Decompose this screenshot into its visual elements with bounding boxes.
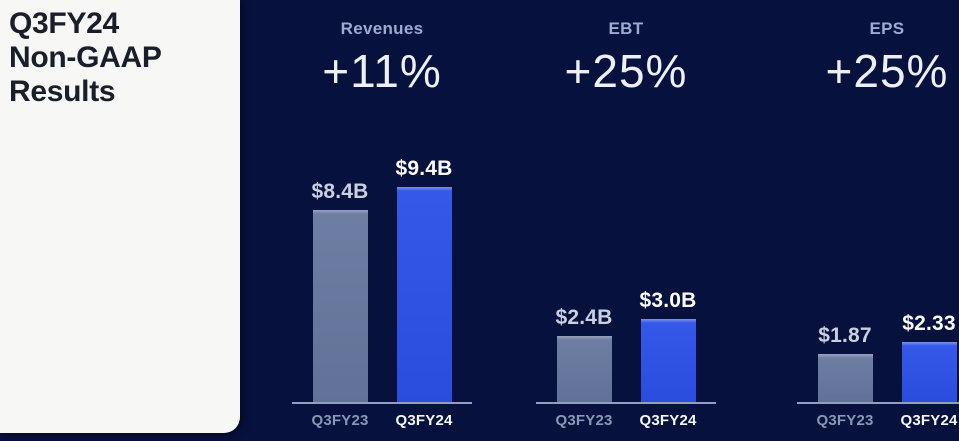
- bar-value-label: $3.0B: [639, 289, 697, 312]
- x-axis-line: [797, 402, 959, 404]
- bar-value-label: $2.4B: [555, 306, 613, 329]
- x-axis-label: Q3FY24: [395, 412, 453, 429]
- bar-value-label: $8.4B: [311, 180, 369, 203]
- chart-change-percent: +11%: [322, 45, 442, 97]
- bar-q3fy23: [556, 336, 612, 402]
- bar-q3fy24: [640, 319, 696, 402]
- x-axis-label: Q3FY24: [900, 412, 958, 429]
- x-axis-label: Q3FY24: [639, 412, 697, 429]
- chart-change-percent: +25%: [825, 45, 949, 97]
- x-axis-line: [292, 402, 472, 404]
- bar-value-label: $9.4B: [395, 157, 453, 180]
- chart-revenues: Revenues +11% $8.4B $9.4B Q3FY23 Q3FY24: [292, 0, 472, 441]
- bar-q3fy23: [312, 210, 368, 402]
- bar-q3fy24: [396, 187, 452, 402]
- x-axis-line: [536, 402, 716, 404]
- bar-value-label: $2.33: [902, 312, 956, 335]
- chart-ebt: EBT +25% $2.4B $3.0B Q3FY23 Q3FY24: [536, 0, 716, 441]
- chart-eps: EPS +25% $1.87 $2.33 Q3FY23 Q3FY24: [797, 0, 959, 441]
- x-axis-label: Q3FY23: [816, 412, 874, 429]
- title-card: Q3FY24 Non-GAAP Results: [0, 0, 240, 433]
- x-axis-label: Q3FY23: [555, 412, 613, 429]
- chart-title: EBT: [608, 19, 644, 38]
- slide-title: Q3FY24 Non-GAAP Results: [0, 0, 240, 109]
- chart-plot-area: $2.4B $3.0B: [536, 150, 716, 402]
- slide-title-line: Non-GAAP: [9, 41, 162, 74]
- bar-q3fy24: [901, 342, 957, 402]
- chart-plot-area: $1.87 $2.33: [797, 150, 959, 402]
- chart-title: Revenues: [340, 19, 424, 38]
- slide-title-line: Results: [9, 75, 116, 108]
- bar-q3fy23: [817, 354, 873, 402]
- chart-change-percent: +25%: [564, 45, 688, 97]
- bar-value-label: $1.87: [818, 324, 872, 347]
- chart-title: EPS: [869, 19, 905, 38]
- slide-title-line: Q3FY24: [9, 7, 119, 40]
- chart-plot-area: $8.4B $9.4B: [292, 150, 472, 402]
- x-axis-label: Q3FY23: [311, 412, 369, 429]
